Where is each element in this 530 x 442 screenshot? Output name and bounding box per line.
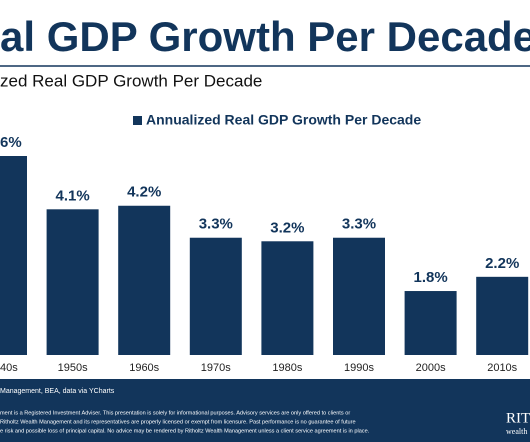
logo: RITI <box>506 410 530 426</box>
x-tick-label: 2000s <box>416 362 446 374</box>
footer-band <box>0 379 530 442</box>
x-tick-label: 1950s <box>58 362 88 374</box>
legend-label: Annualized Real GDP Growth Per Decade <box>146 112 421 128</box>
data-label: 4.1% <box>55 187 89 204</box>
x-tick-label: 1970s <box>201 362 231 374</box>
source: Management, BEA, data via YCharts <box>0 388 115 395</box>
data-label: 2.2% <box>485 255 519 272</box>
logo-sub: wealth <box>506 427 527 436</box>
bar <box>333 237 385 355</box>
bar <box>118 205 171 355</box>
data-label: 3.3% <box>199 216 233 233</box>
bar <box>404 291 457 355</box>
x-tick-label: 1980s <box>272 362 302 374</box>
bar <box>0 156 27 355</box>
chart-title: al GDP Growth Per Decade <box>0 13 530 60</box>
bar <box>261 241 314 355</box>
chart-subtitle: zed Real GDP Growth Per Decade <box>0 71 262 90</box>
data-label: 4.2% <box>127 184 161 201</box>
legend-swatch <box>133 116 142 125</box>
data-label: 6% <box>0 134 22 151</box>
bar <box>189 237 242 355</box>
x-tick-label: 40s <box>0 362 18 374</box>
data-label: 1.8% <box>413 269 447 286</box>
bar <box>476 276 529 355</box>
disclaimer: Ritholtz Wealth Management and its repre… <box>0 419 356 425</box>
x-tick-label: 1960s <box>129 362 159 374</box>
data-label: 3.2% <box>270 219 304 236</box>
x-tick-label: 2010s <box>487 362 517 374</box>
bar <box>46 209 99 355</box>
x-tick-label: 1990s <box>344 362 374 374</box>
disclaimer: ment is a Registered Investment Adviser.… <box>0 410 350 416</box>
disclaimer: e risk and possible loss of principal ca… <box>0 428 370 434</box>
data-label: 3.3% <box>342 216 376 233</box>
